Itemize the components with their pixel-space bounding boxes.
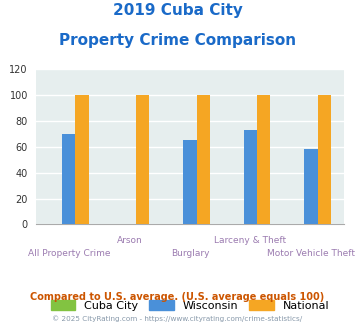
Text: Motor Vehicle Theft: Motor Vehicle Theft: [267, 249, 355, 258]
Text: 2019 Cuba City: 2019 Cuba City: [113, 3, 242, 18]
Text: Property Crime Comparison: Property Crime Comparison: [59, 33, 296, 48]
Bar: [136, 95, 149, 224]
Bar: [183, 140, 197, 224]
Bar: [244, 130, 257, 224]
Bar: [257, 95, 271, 224]
Legend: Cuba City, Wisconsin, National: Cuba City, Wisconsin, National: [46, 295, 334, 315]
Text: Burglary: Burglary: [171, 249, 209, 258]
Bar: [318, 95, 331, 224]
Text: © 2025 CityRating.com - https://www.cityrating.com/crime-statistics/: © 2025 CityRating.com - https://www.city…: [53, 315, 302, 322]
Text: Compared to U.S. average. (U.S. average equals 100): Compared to U.S. average. (U.S. average …: [31, 292, 324, 302]
Text: All Property Crime: All Property Crime: [28, 249, 110, 258]
Bar: [76, 95, 89, 224]
Text: Arson: Arson: [116, 236, 142, 245]
Bar: [197, 95, 210, 224]
Bar: [304, 149, 318, 224]
Text: Larceny & Theft: Larceny & Theft: [214, 236, 286, 245]
Bar: [62, 134, 76, 224]
